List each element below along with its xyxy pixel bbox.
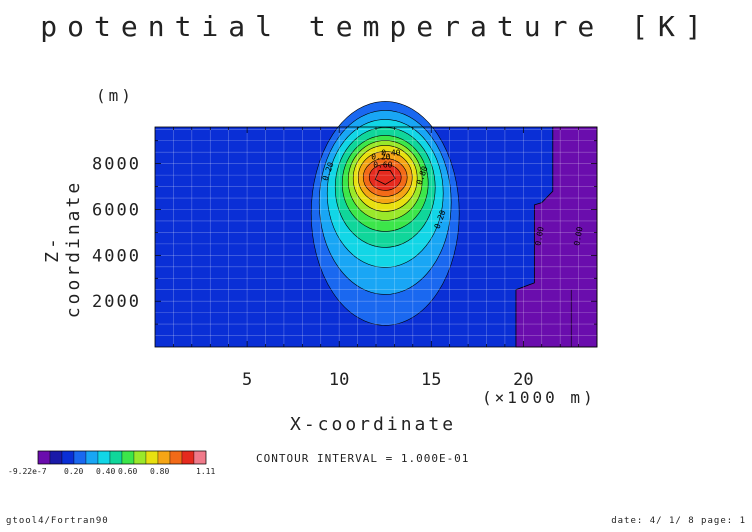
y-tick-label: 4000 xyxy=(92,246,141,266)
colorbar-swatch xyxy=(169,450,183,465)
x-tick-label: 10 xyxy=(329,370,349,390)
contour-label: 0.00 xyxy=(572,226,584,247)
peak-contour xyxy=(374,170,396,185)
colorbar-label: 0.60 xyxy=(118,467,137,476)
contour-label: 0.20 xyxy=(371,152,390,161)
colorbar-swatch xyxy=(121,450,135,465)
x-tick-label: 15 xyxy=(421,370,441,390)
y-tick-label: 2000 xyxy=(92,292,141,312)
colorbar-swatch xyxy=(73,450,87,465)
colorbar-swatch xyxy=(133,450,147,465)
contour-label: 0.60 xyxy=(373,160,392,169)
colorbar-label: -9.22e-7 xyxy=(8,467,47,476)
x-tick-label: 20 xyxy=(513,370,533,390)
footer-program: gtool4/Fortran90 xyxy=(6,516,109,526)
colorbar-label: 0.80 xyxy=(150,467,169,476)
contour-interval-text: CONTOUR INTERVAL = 1.000E-01 xyxy=(256,452,470,465)
contour-label: 0.40 xyxy=(381,148,400,157)
contour-label: 0.00 xyxy=(533,226,545,247)
colorbar-swatch xyxy=(193,450,207,465)
y-tick-label: 6000 xyxy=(92,201,141,221)
colorbar-label: 0.20 xyxy=(64,467,83,476)
colorbar-swatch xyxy=(157,450,171,465)
colorbar-swatch xyxy=(181,450,195,465)
colorbar-frame xyxy=(37,450,207,465)
footer-date: date: 4/ 1/ 8 page: 1 xyxy=(611,516,746,526)
y-tick-label: 8000 xyxy=(92,155,141,175)
chart-title: potential temperature [K] xyxy=(40,10,712,43)
colorbar-swatch xyxy=(37,450,51,465)
x-tick-label: 5 xyxy=(242,370,252,390)
colorbar-swatch xyxy=(85,450,99,465)
colorbar-swatch xyxy=(109,450,123,465)
colorbar-swatch xyxy=(61,450,75,465)
colorbar-label: 0.40 xyxy=(96,467,115,476)
colorbar-swatch xyxy=(49,450,63,465)
colorbar-label: 1.11 xyxy=(196,467,215,476)
x-axis-unit: (×1000 m) xyxy=(482,388,596,407)
colorbar-swatch xyxy=(97,450,111,465)
y-axis-unit: (m) xyxy=(96,86,134,105)
x-axis-label: X-coordinate xyxy=(290,414,457,435)
colorbar-swatch xyxy=(145,450,159,465)
